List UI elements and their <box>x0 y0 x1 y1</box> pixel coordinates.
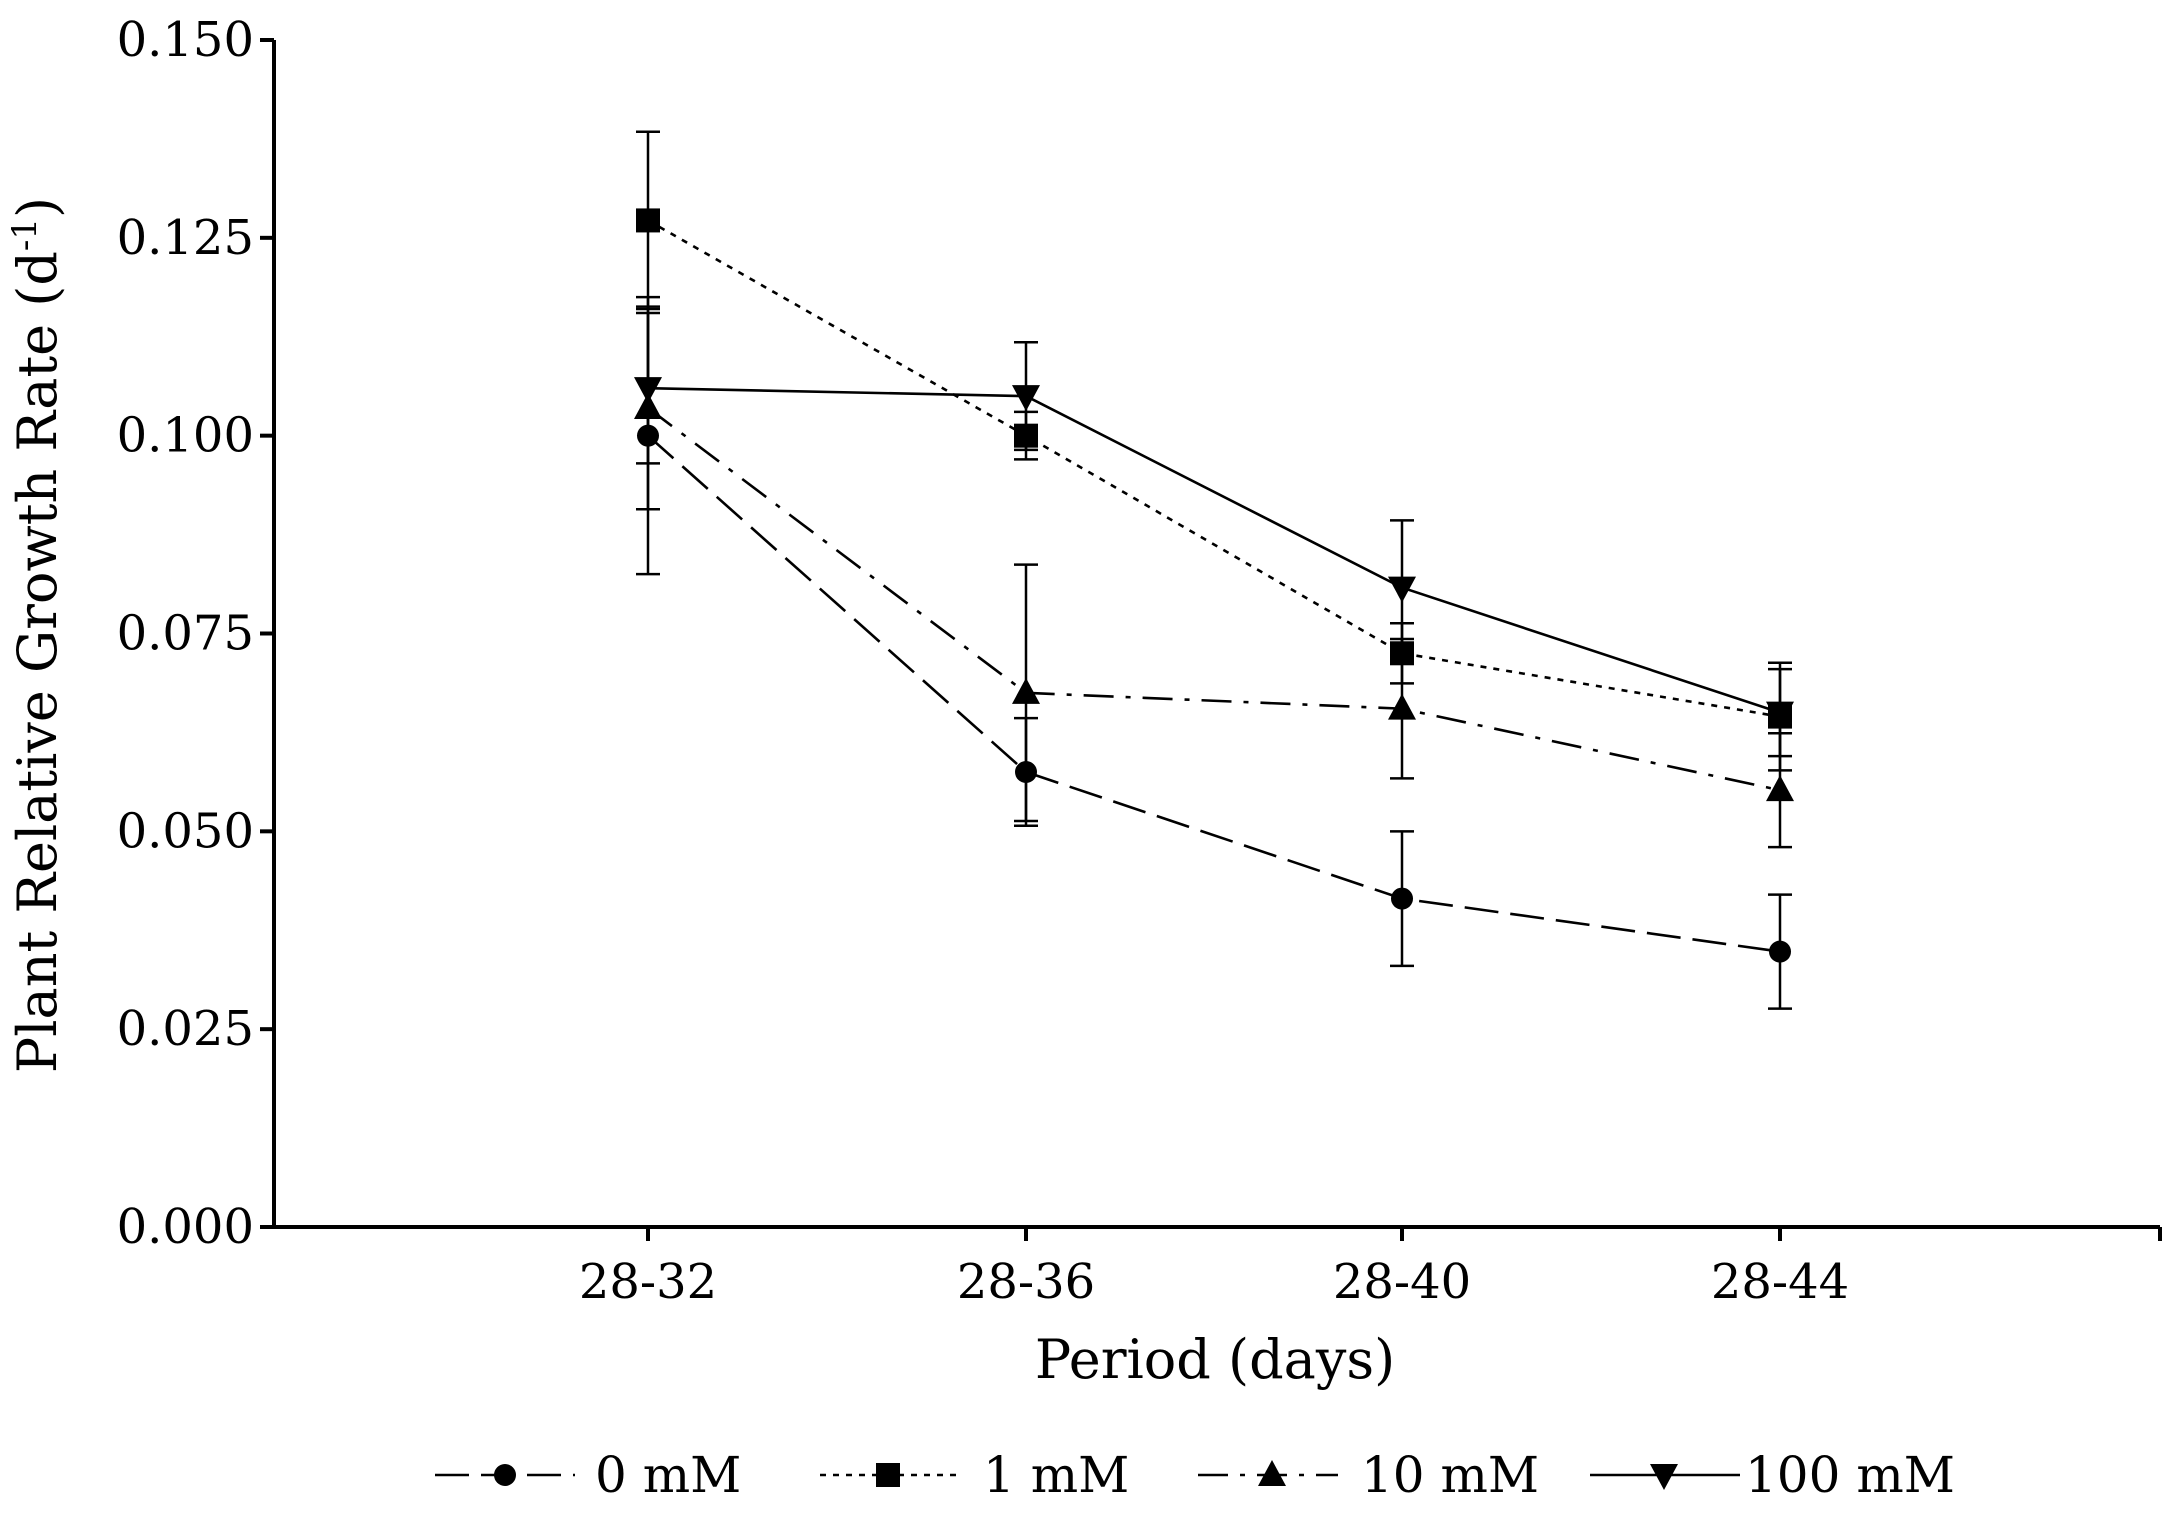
data-point <box>1388 576 1416 603</box>
y-tick-label: 0.000 <box>117 1199 254 1255</box>
data-point <box>1388 693 1416 720</box>
axes: 0.000 0.025 0.050 0.075 0.100 0.125 0.150 28-32… <box>117 12 2162 1310</box>
series-line <box>647 406 1781 792</box>
y-tick-label: 0.075 <box>117 606 254 662</box>
legend: 0 mM 1 mM 10 mM 100 mM <box>435 1446 1955 1504</box>
x-tick-label: 28-44 <box>1711 1254 1849 1310</box>
x-tick-label: 28-32 <box>579 1254 717 1310</box>
legend-label: 100 mM <box>1745 1446 1955 1504</box>
series-0-mm <box>636 295 1792 1010</box>
x-axis-title: Period (days) <box>1035 1328 1395 1391</box>
legend-label: 1 mM <box>983 1446 1129 1504</box>
legend-marker <box>494 1464 516 1486</box>
data-point <box>1769 940 1791 963</box>
data-point <box>1391 887 1413 910</box>
series-line <box>647 434 1781 953</box>
y-axis-title-main: Plant Relative Growth Rate (d <box>6 251 69 1073</box>
legend-marker <box>1650 1464 1678 1490</box>
legend-item: 10 mM <box>1198 1446 1539 1504</box>
series-line <box>647 386 1781 714</box>
data-point <box>1012 677 1040 704</box>
data-point <box>634 377 662 404</box>
data-point <box>1766 775 1794 802</box>
y-axis-title-superscript: -1 <box>5 218 45 251</box>
x-tick-label: 28-40 <box>1333 1254 1471 1310</box>
series-line <box>647 219 1781 718</box>
legend-label: 10 mM <box>1361 1446 1539 1504</box>
y-tick-label: 0.025 <box>117 1001 254 1057</box>
data-point <box>1012 385 1040 412</box>
legend-marker <box>1258 1460 1286 1486</box>
data-point <box>636 208 660 233</box>
data-point <box>1766 701 1794 728</box>
legend-item: 0 mM <box>435 1446 741 1504</box>
y-tick-label: 0.125 <box>117 210 254 266</box>
y-tick-label: 0.100 <box>117 408 254 464</box>
series-1-mm <box>636 130 1792 772</box>
legend-item: 100 mM <box>1590 1446 1955 1504</box>
series-100-mm <box>634 311 1794 758</box>
y-axis-title: Plant Relative Growth Rate (d-1) <box>5 197 69 1073</box>
series-layer <box>634 130 1794 1010</box>
legend-label: 0 mM <box>595 1446 741 1504</box>
y-tick-label: 0.050 <box>117 803 254 859</box>
legend-item: 1 mM <box>820 1446 1129 1504</box>
legend-marker <box>876 1463 900 1487</box>
x-tick-label: 28-36 <box>957 1254 1095 1310</box>
y-axis-title-close: ) <box>6 197 69 218</box>
y-tick-label: 0.150 <box>117 12 254 68</box>
